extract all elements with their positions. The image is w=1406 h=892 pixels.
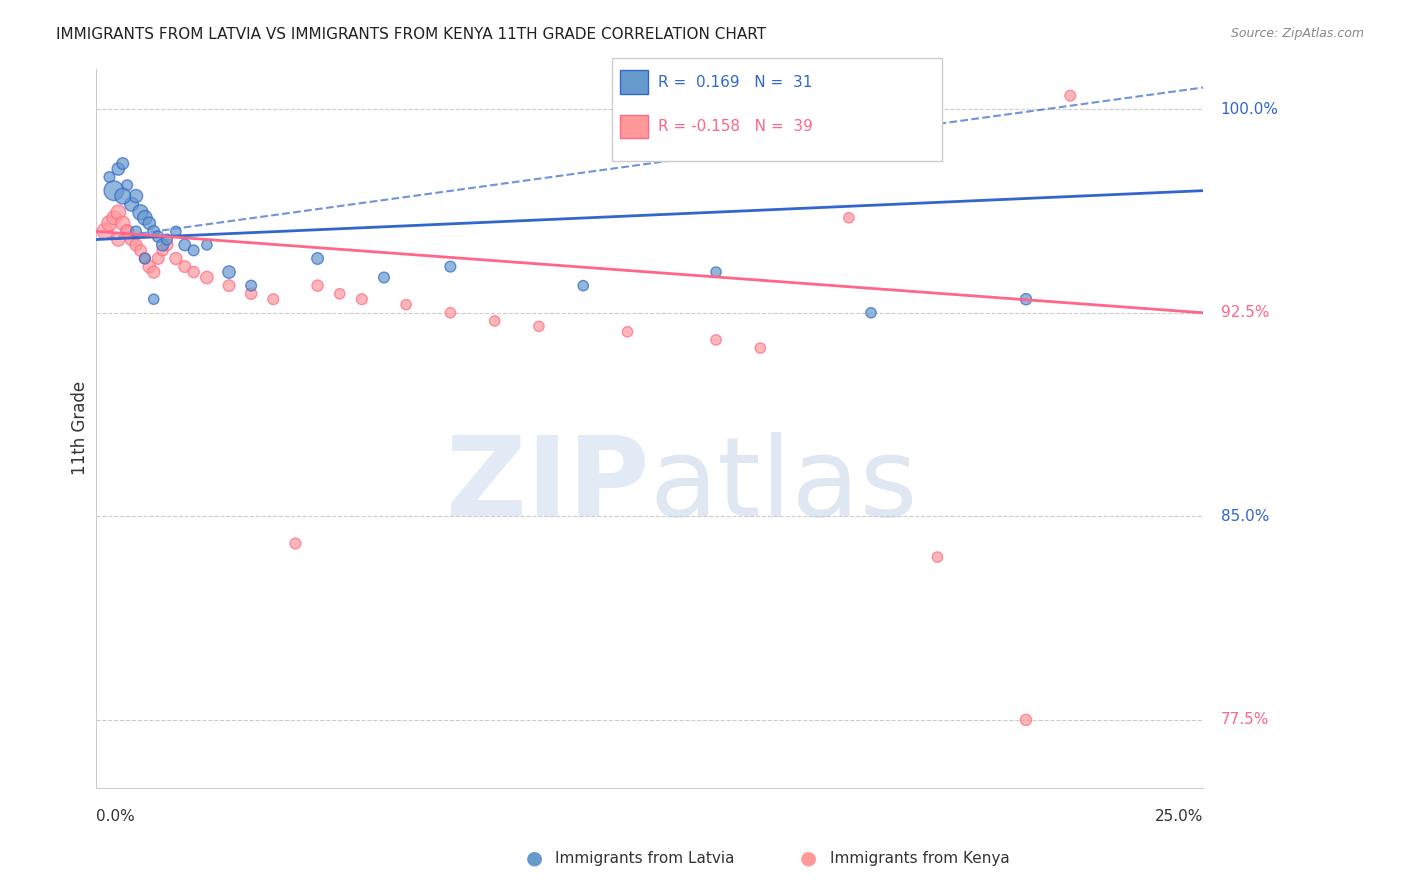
Point xyxy=(103,211,125,225)
Point xyxy=(111,156,134,170)
Point xyxy=(173,238,195,252)
Point xyxy=(107,205,129,219)
Point xyxy=(373,270,395,285)
Text: Immigrants from Latvia: Immigrants from Latvia xyxy=(555,851,735,865)
Text: 77.5%: 77.5% xyxy=(1220,713,1270,727)
Point xyxy=(142,265,165,279)
Point xyxy=(152,244,174,258)
Point xyxy=(156,238,179,252)
Point xyxy=(138,260,160,274)
Point xyxy=(134,252,156,266)
Point xyxy=(165,224,187,238)
Point xyxy=(125,189,148,203)
Text: ZIP: ZIP xyxy=(446,432,650,539)
Point xyxy=(218,278,240,293)
Point xyxy=(98,170,121,185)
Point xyxy=(307,252,329,266)
Text: atlas: atlas xyxy=(650,432,918,539)
Point xyxy=(165,252,187,266)
Point xyxy=(146,252,169,266)
Point xyxy=(527,319,550,334)
Point xyxy=(218,265,240,279)
Point xyxy=(152,238,174,252)
Point xyxy=(125,238,148,252)
Point xyxy=(616,325,638,339)
Point xyxy=(439,260,461,274)
Point xyxy=(103,184,125,198)
Text: ●: ● xyxy=(800,848,817,868)
Point xyxy=(838,211,860,225)
Point xyxy=(98,216,121,230)
Text: 0.0%: 0.0% xyxy=(96,809,135,824)
Text: 100.0%: 100.0% xyxy=(1220,102,1279,117)
Point xyxy=(927,549,949,564)
Point xyxy=(111,216,134,230)
Point xyxy=(195,238,218,252)
Point xyxy=(173,260,195,274)
Point xyxy=(183,265,205,279)
Point xyxy=(262,292,284,306)
Point xyxy=(129,244,152,258)
Point xyxy=(125,224,148,238)
Point xyxy=(240,286,263,301)
Point xyxy=(183,244,205,258)
Point xyxy=(1015,713,1038,727)
Point xyxy=(134,211,156,225)
Point xyxy=(142,224,165,238)
Point xyxy=(395,298,418,312)
Point xyxy=(115,224,138,238)
Point xyxy=(107,233,129,247)
Y-axis label: 11th Grade: 11th Grade xyxy=(72,381,89,475)
Point xyxy=(329,286,352,301)
Point xyxy=(107,161,129,176)
Point xyxy=(350,292,373,306)
Point xyxy=(195,270,218,285)
Point xyxy=(704,333,727,347)
Point xyxy=(142,292,165,306)
Point xyxy=(129,205,152,219)
Point xyxy=(115,178,138,193)
Text: 85.0%: 85.0% xyxy=(1220,508,1270,524)
Point xyxy=(439,306,461,320)
Text: IMMIGRANTS FROM LATVIA VS IMMIGRANTS FROM KENYA 11TH GRADE CORRELATION CHART: IMMIGRANTS FROM LATVIA VS IMMIGRANTS FRO… xyxy=(56,27,766,42)
Text: R = -0.158   N =  39: R = -0.158 N = 39 xyxy=(658,120,813,134)
Point xyxy=(134,252,156,266)
Point xyxy=(704,265,727,279)
Text: R =  0.169   N =  31: R = 0.169 N = 31 xyxy=(658,75,813,89)
Text: 25.0%: 25.0% xyxy=(1154,809,1204,824)
Point xyxy=(1015,292,1038,306)
Point xyxy=(146,229,169,244)
Text: Source: ZipAtlas.com: Source: ZipAtlas.com xyxy=(1230,27,1364,40)
Point xyxy=(572,278,595,293)
Text: Immigrants from Kenya: Immigrants from Kenya xyxy=(830,851,1010,865)
Text: 92.5%: 92.5% xyxy=(1220,305,1270,320)
Point xyxy=(749,341,772,355)
Point xyxy=(121,197,143,211)
Point xyxy=(111,189,134,203)
Point xyxy=(484,314,506,328)
Point xyxy=(121,233,143,247)
Point xyxy=(94,224,117,238)
Point xyxy=(859,306,882,320)
Point xyxy=(240,278,263,293)
Point xyxy=(115,224,138,238)
Point xyxy=(1059,88,1081,103)
Point xyxy=(156,233,179,247)
Point xyxy=(284,536,307,550)
Point xyxy=(138,216,160,230)
Point xyxy=(307,278,329,293)
Text: ●: ● xyxy=(526,848,543,868)
